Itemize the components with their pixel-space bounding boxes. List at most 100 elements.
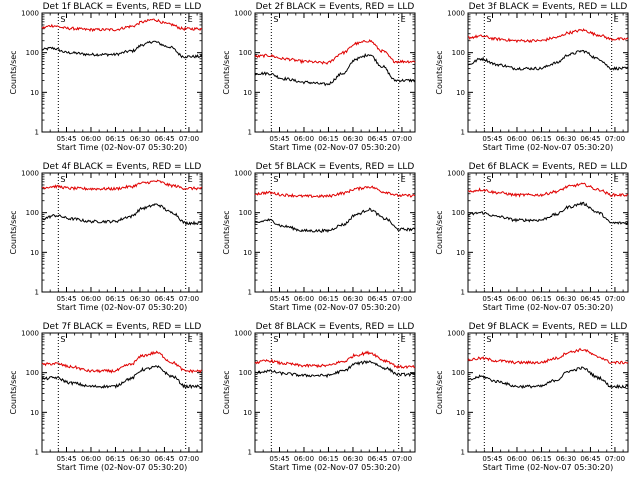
end-marker-label: E [401, 175, 406, 184]
end-marker-label: E [401, 335, 406, 344]
y-tick-label: 10 [456, 249, 465, 257]
y-tick-label: 1 [248, 449, 252, 457]
panel-det-6: Det 6f BLACK = Events, RED = LLD 1 10 100 10… [435, 162, 629, 312]
x-tick-label: 05:45 [269, 135, 289, 143]
x-axis-label: Start Time (02-Nov-07 05:30:20) [57, 143, 187, 152]
x-tick-label: 06:15 [105, 295, 125, 303]
y-axis-label: Counts/sec [222, 210, 231, 254]
y-tick-label: 1 [35, 129, 39, 137]
y-tick-label: 1 [461, 289, 465, 297]
y-tick-label: 1000 [447, 330, 465, 338]
panel-det-4: Det 4f BLACK = Events, RED = LLD 1 10 100 10… [9, 162, 203, 312]
y-tick-label: 10 [243, 409, 252, 417]
x-tick-label: 05:45 [482, 455, 502, 463]
panel-title: Det 4f BLACK = Events, RED = LLD [43, 162, 202, 172]
panel-det-7: Det 7f BLACK = Events, RED = LLD 1 10 100 10… [9, 322, 203, 472]
events-series-line [41, 40, 203, 59]
x-tick-label: 07:00 [605, 295, 625, 303]
x-tick-label: 06:00 [507, 295, 527, 303]
end-marker-label: E [188, 335, 193, 344]
lld-series-line [467, 182, 629, 198]
panel-title: Det 1f BLACK = Events, RED = LLD [43, 2, 202, 12]
y-tick-label: 1 [461, 129, 465, 137]
y-tick-label: 1 [35, 289, 39, 297]
x-axis-label: Start Time (02-Nov-07 05:30:20) [483, 463, 613, 472]
x-tick-label: 06:45 [580, 455, 600, 463]
y-axis-label: Counts/sec [222, 370, 231, 414]
start-marker-label: S [486, 335, 491, 344]
x-tick-label: 06:00 [81, 455, 101, 463]
x-axis-label: Start Time (02-Nov-07 05:30:20) [483, 143, 613, 152]
plot-frame [467, 12, 629, 133]
x-tick-label: 07:00 [179, 295, 199, 303]
x-tick-label: 06:00 [507, 455, 527, 463]
x-tick-label: 06:15 [531, 295, 551, 303]
x-tick-label: 06:30 [130, 295, 150, 303]
x-tick-label: 06:00 [81, 135, 101, 143]
x-tick-label: 06:00 [294, 295, 314, 303]
x-axis-label: Start Time (02-Nov-07 05:30:20) [57, 463, 187, 472]
x-tick-label: 06:30 [130, 135, 150, 143]
x-axis-label: Start Time (02-Nov-07 05:30:20) [270, 463, 400, 472]
panel-det-5: Det 5f BLACK = Events, RED = LLD 1 10 100 10… [222, 162, 416, 312]
panel-det-8: Det 8f BLACK = Events, RED = LLD 1 10 100 10… [222, 322, 416, 472]
x-tick-label: 06:30 [556, 455, 576, 463]
x-tick-label: 05:45 [269, 295, 289, 303]
events-series-line [41, 203, 203, 226]
start-marker-label: S [60, 15, 65, 24]
x-axis-label: Start Time (02-Nov-07 05:30:20) [270, 143, 400, 152]
y-axis-label: Counts/sec [222, 50, 231, 94]
end-marker-label: E [401, 15, 406, 24]
events-series-line [254, 207, 416, 233]
start-marker-label: S [60, 335, 65, 344]
x-tick-label: 06:00 [294, 455, 314, 463]
x-tick-label: 06:30 [343, 135, 363, 143]
plot-frame [467, 332, 629, 453]
lld-series-line [254, 38, 416, 65]
plot-frame [254, 12, 416, 133]
y-tick-label: 1 [35, 449, 39, 457]
y-tick-label: 10 [456, 89, 465, 97]
y-tick-label: 100 [26, 49, 39, 57]
panel-title: Det 2f BLACK = Events, RED = LLD [256, 2, 415, 12]
x-tick-label: 06:00 [81, 295, 101, 303]
y-tick-label: 10 [243, 89, 252, 97]
y-tick-label: 100 [239, 209, 252, 217]
x-tick-label: 06:15 [105, 455, 125, 463]
panel-det-3: Det 3f BLACK = Events, RED = LLD 1 10 100 10… [435, 2, 629, 152]
x-tick-label: 07:00 [179, 455, 199, 463]
y-tick-label: 1000 [447, 170, 465, 178]
y-tick-label: 100 [26, 209, 39, 217]
plot-frame [254, 332, 416, 453]
x-tick-label: 07:00 [392, 135, 412, 143]
y-tick-label: 1000 [21, 330, 39, 338]
panel-title: Det 3f BLACK = Events, RED = LLD [469, 2, 628, 12]
x-tick-label: 07:00 [605, 135, 625, 143]
y-tick-label: 1000 [234, 330, 252, 338]
y-tick-label: 10 [30, 409, 39, 417]
x-tick-label: 06:00 [507, 135, 527, 143]
lld-series-line [254, 185, 416, 199]
y-tick-label: 1000 [21, 10, 39, 18]
y-tick-label: 100 [452, 209, 465, 217]
start-marker-label: S [486, 15, 491, 24]
x-tick-label: 06:15 [105, 135, 125, 143]
x-tick-label: 05:45 [482, 135, 502, 143]
lld-series-line [41, 18, 203, 33]
y-axis-label: Counts/sec [9, 210, 18, 254]
y-tick-label: 1000 [447, 10, 465, 18]
y-axis-label: Counts/sec [435, 50, 444, 94]
start-marker-label: S [273, 175, 278, 184]
panel-title: Det 5f BLACK = Events, RED = LLD [256, 162, 415, 172]
x-tick-label: 05:45 [56, 135, 76, 143]
events-series-line [41, 365, 203, 390]
y-tick-label: 100 [26, 369, 39, 377]
plot-frame [41, 332, 203, 453]
end-marker-label: E [188, 15, 193, 24]
panel-title: Det 7f BLACK = Events, RED = LLD [43, 322, 202, 332]
start-marker-label: S [273, 15, 278, 24]
plot-frame [41, 172, 203, 293]
y-tick-label: 1000 [21, 170, 39, 178]
x-tick-label: 06:00 [294, 135, 314, 143]
end-marker-label: E [614, 175, 619, 184]
